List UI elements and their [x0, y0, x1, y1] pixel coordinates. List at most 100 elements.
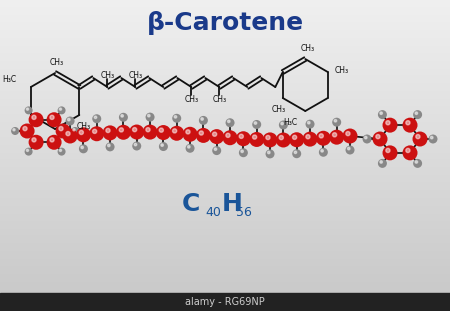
Circle shape	[212, 146, 221, 155]
Bar	[0, 118, 450, 120]
Text: β-Carotene: β-Carotene	[147, 11, 304, 35]
Bar	[0, 194, 450, 196]
Bar	[0, 196, 450, 197]
Circle shape	[174, 116, 177, 118]
Circle shape	[266, 135, 270, 140]
Bar	[0, 67, 450, 68]
Bar	[0, 266, 450, 267]
Circle shape	[225, 118, 234, 127]
Circle shape	[342, 128, 357, 143]
Bar	[0, 81, 450, 82]
Circle shape	[306, 120, 315, 129]
Bar	[0, 162, 450, 163]
Text: alamy - RG69NP: alamy - RG69NP	[185, 297, 265, 307]
Circle shape	[121, 114, 123, 117]
Bar	[0, 12, 450, 14]
Bar	[0, 86, 450, 87]
Circle shape	[66, 132, 70, 136]
Circle shape	[89, 126, 104, 141]
Bar	[0, 0, 450, 2]
Circle shape	[431, 136, 433, 139]
Circle shape	[71, 127, 79, 135]
Circle shape	[279, 136, 284, 140]
Bar	[0, 79, 450, 81]
Bar	[0, 90, 450, 92]
Bar	[0, 246, 450, 247]
Bar	[0, 306, 450, 308]
Bar	[0, 76, 450, 78]
Circle shape	[239, 134, 243, 138]
Bar	[0, 263, 450, 264]
Bar	[0, 143, 450, 145]
Circle shape	[27, 149, 29, 151]
Bar	[0, 224, 450, 225]
Bar	[0, 68, 450, 70]
Circle shape	[145, 113, 154, 122]
Bar	[0, 44, 450, 45]
Bar	[0, 252, 450, 253]
Bar	[0, 3, 450, 5]
Bar	[0, 302, 450, 303]
Bar	[0, 171, 450, 173]
Text: 40: 40	[205, 206, 221, 219]
Bar	[0, 210, 450, 211]
Bar	[0, 117, 450, 118]
Circle shape	[415, 161, 418, 163]
Circle shape	[252, 135, 256, 139]
Bar	[0, 114, 450, 115]
Bar	[0, 92, 450, 93]
Circle shape	[386, 148, 390, 153]
Circle shape	[196, 128, 211, 143]
Circle shape	[32, 138, 36, 142]
Circle shape	[262, 132, 278, 147]
Circle shape	[79, 130, 83, 135]
Bar	[0, 179, 450, 180]
Bar	[0, 101, 450, 103]
Bar	[0, 166, 450, 168]
Circle shape	[402, 118, 418, 133]
Bar	[0, 95, 450, 96]
Text: 56: 56	[236, 206, 252, 219]
Circle shape	[50, 115, 54, 119]
Bar	[0, 145, 450, 146]
Bar	[0, 82, 450, 84]
Bar	[0, 235, 450, 236]
Bar	[0, 100, 450, 101]
Bar	[0, 218, 450, 219]
Bar	[0, 8, 450, 9]
Bar	[0, 120, 450, 121]
Bar	[0, 241, 450, 243]
Bar	[0, 176, 450, 177]
Circle shape	[294, 151, 297, 154]
Bar	[0, 17, 450, 19]
Circle shape	[329, 130, 344, 145]
Bar	[0, 152, 450, 154]
Bar	[0, 187, 450, 188]
Bar	[0, 19, 450, 20]
Bar	[0, 269, 450, 271]
Text: H₃C: H₃C	[3, 75, 17, 84]
Circle shape	[172, 114, 181, 123]
Bar	[0, 272, 450, 274]
Bar	[0, 238, 450, 239]
Text: H: H	[222, 192, 243, 216]
Circle shape	[132, 142, 141, 151]
Circle shape	[292, 149, 301, 158]
Bar	[0, 110, 450, 112]
Bar	[0, 93, 450, 95]
Circle shape	[209, 129, 224, 144]
Bar	[0, 294, 450, 295]
Bar	[0, 156, 450, 157]
Circle shape	[199, 116, 208, 125]
Bar	[0, 6, 450, 8]
Circle shape	[386, 121, 390, 125]
Bar	[0, 65, 450, 67]
Circle shape	[346, 146, 355, 155]
Circle shape	[29, 112, 44, 127]
Circle shape	[11, 127, 19, 135]
Bar	[0, 126, 450, 128]
Circle shape	[223, 130, 238, 145]
Circle shape	[267, 151, 270, 154]
Bar	[0, 121, 450, 123]
Bar	[0, 199, 450, 201]
